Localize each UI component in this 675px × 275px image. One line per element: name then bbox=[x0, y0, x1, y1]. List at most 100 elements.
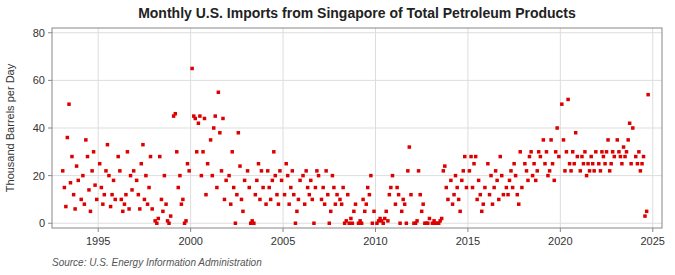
point bbox=[526, 179, 530, 183]
point bbox=[227, 174, 231, 178]
point bbox=[135, 179, 139, 183]
tick bbox=[48, 128, 52, 129]
point bbox=[149, 155, 153, 159]
point bbox=[274, 174, 278, 178]
point bbox=[277, 202, 281, 206]
point bbox=[341, 186, 345, 190]
point bbox=[95, 198, 99, 202]
point bbox=[237, 131, 241, 135]
point bbox=[381, 221, 385, 225]
point bbox=[103, 193, 107, 197]
point bbox=[475, 198, 479, 202]
point bbox=[597, 162, 601, 166]
point bbox=[480, 210, 484, 214]
point bbox=[552, 179, 556, 183]
point bbox=[488, 193, 492, 197]
point bbox=[395, 186, 399, 190]
point bbox=[186, 162, 190, 166]
point bbox=[181, 198, 185, 202]
plot-area bbox=[52, 28, 662, 228]
point bbox=[79, 198, 83, 202]
point bbox=[634, 155, 638, 159]
point bbox=[101, 202, 105, 206]
point bbox=[331, 174, 335, 178]
point bbox=[554, 150, 558, 154]
point bbox=[482, 202, 486, 206]
point bbox=[352, 210, 356, 214]
point bbox=[609, 162, 613, 166]
point bbox=[113, 198, 117, 202]
point bbox=[221, 117, 225, 121]
title: Monthly U.S. Imports from Singapore of T… bbox=[138, 5, 576, 21]
point bbox=[235, 193, 239, 197]
point bbox=[574, 131, 578, 135]
point bbox=[109, 205, 113, 209]
point bbox=[443, 164, 447, 168]
point bbox=[619, 155, 623, 159]
point bbox=[445, 186, 449, 190]
point bbox=[629, 162, 633, 166]
point bbox=[160, 198, 164, 202]
point bbox=[291, 169, 295, 173]
point bbox=[576, 155, 580, 159]
point bbox=[289, 186, 293, 190]
grid-line bbox=[190, 28, 191, 228]
point bbox=[335, 193, 339, 197]
point bbox=[143, 198, 147, 202]
point bbox=[440, 217, 444, 221]
point bbox=[209, 138, 213, 142]
point bbox=[266, 169, 270, 173]
point bbox=[137, 193, 141, 197]
point bbox=[194, 117, 198, 121]
tick-label: 2015 bbox=[456, 235, 480, 247]
tick bbox=[48, 175, 52, 176]
tick bbox=[190, 228, 191, 232]
point bbox=[150, 207, 154, 211]
point bbox=[254, 193, 257, 197]
point bbox=[643, 214, 647, 218]
point bbox=[75, 164, 79, 168]
point bbox=[566, 98, 570, 102]
point bbox=[580, 155, 584, 159]
point bbox=[247, 186, 251, 190]
point bbox=[529, 150, 533, 154]
point bbox=[317, 174, 321, 178]
point bbox=[477, 179, 481, 183]
point bbox=[354, 202, 358, 206]
point bbox=[421, 202, 425, 206]
point bbox=[67, 102, 71, 106]
point bbox=[628, 121, 632, 125]
point bbox=[104, 169, 108, 173]
point bbox=[174, 112, 178, 116]
point bbox=[230, 150, 234, 154]
point bbox=[364, 202, 368, 206]
point bbox=[184, 219, 188, 223]
point bbox=[100, 186, 104, 190]
point bbox=[520, 186, 524, 190]
point bbox=[303, 202, 307, 206]
point bbox=[502, 193, 506, 197]
point bbox=[232, 186, 236, 190]
point bbox=[620, 162, 624, 166]
point bbox=[608, 169, 612, 173]
point bbox=[474, 155, 478, 159]
point bbox=[398, 221, 402, 225]
point bbox=[586, 162, 590, 166]
point bbox=[169, 214, 173, 218]
point bbox=[472, 162, 476, 166]
point bbox=[639, 169, 643, 173]
point bbox=[223, 198, 227, 202]
tick bbox=[560, 228, 561, 232]
point bbox=[140, 162, 144, 166]
point bbox=[234, 221, 238, 225]
point bbox=[571, 150, 575, 154]
source-note: Source: U.S. Energy Information Administ… bbox=[52, 257, 262, 268]
point bbox=[512, 162, 516, 166]
point bbox=[329, 210, 333, 214]
point bbox=[157, 217, 161, 221]
point bbox=[284, 162, 288, 166]
point bbox=[93, 183, 97, 187]
point bbox=[255, 179, 259, 183]
point bbox=[178, 174, 182, 178]
point bbox=[83, 202, 87, 206]
